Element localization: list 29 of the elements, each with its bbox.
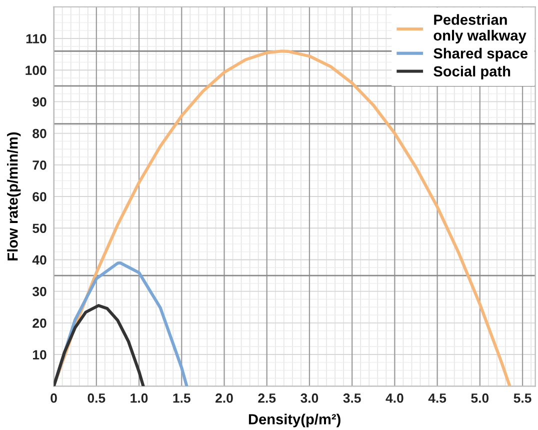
y-tick-label: 110 bbox=[26, 34, 46, 44]
x-tick-label: 2.5 bbox=[258, 393, 276, 403]
x-tick-label: 5.0 bbox=[471, 393, 489, 403]
line-series bbox=[54, 304, 145, 386]
x-tick-label: 0.5 bbox=[88, 393, 106, 403]
y-axis-title: Flow rate(p/min/m) bbox=[7, 132, 21, 260]
x-tick-label: 3.0 bbox=[300, 393, 318, 403]
x-tick-label: 5.5 bbox=[514, 394, 532, 403]
x-tick-label: 4.0 bbox=[386, 393, 404, 403]
legend-label: Social path bbox=[434, 66, 510, 80]
y-tick-label: 60 bbox=[32, 192, 46, 202]
y-tick-label: 100 bbox=[26, 66, 46, 75]
y-tick-label: 30 bbox=[32, 286, 46, 296]
x-tick-label: 3.5 bbox=[343, 393, 361, 403]
y-tick-label: 80 bbox=[32, 128, 46, 138]
x-tick-label: 2.0 bbox=[216, 393, 233, 403]
y-tick-label: 50 bbox=[32, 224, 46, 234]
x-tick-label: 4.5 bbox=[428, 394, 446, 403]
legend-label: Pedestrian only walkway bbox=[434, 14, 526, 44]
y-tick-label: 70 bbox=[32, 160, 46, 170]
y-tick-label: 20 bbox=[32, 318, 46, 328]
x-tick-label: 0 bbox=[50, 393, 57, 403]
x-tick-label: 1.5 bbox=[173, 394, 190, 403]
x-axis-title: Density(p/m²) bbox=[248, 414, 340, 428]
y-tick-label: 10 bbox=[33, 350, 46, 360]
y-tick-label: 40 bbox=[32, 255, 46, 265]
y-tick-label: 90 bbox=[32, 97, 46, 107]
x-tick-label: 1.0 bbox=[130, 393, 148, 403]
legend-label: Shared space bbox=[434, 48, 528, 62]
